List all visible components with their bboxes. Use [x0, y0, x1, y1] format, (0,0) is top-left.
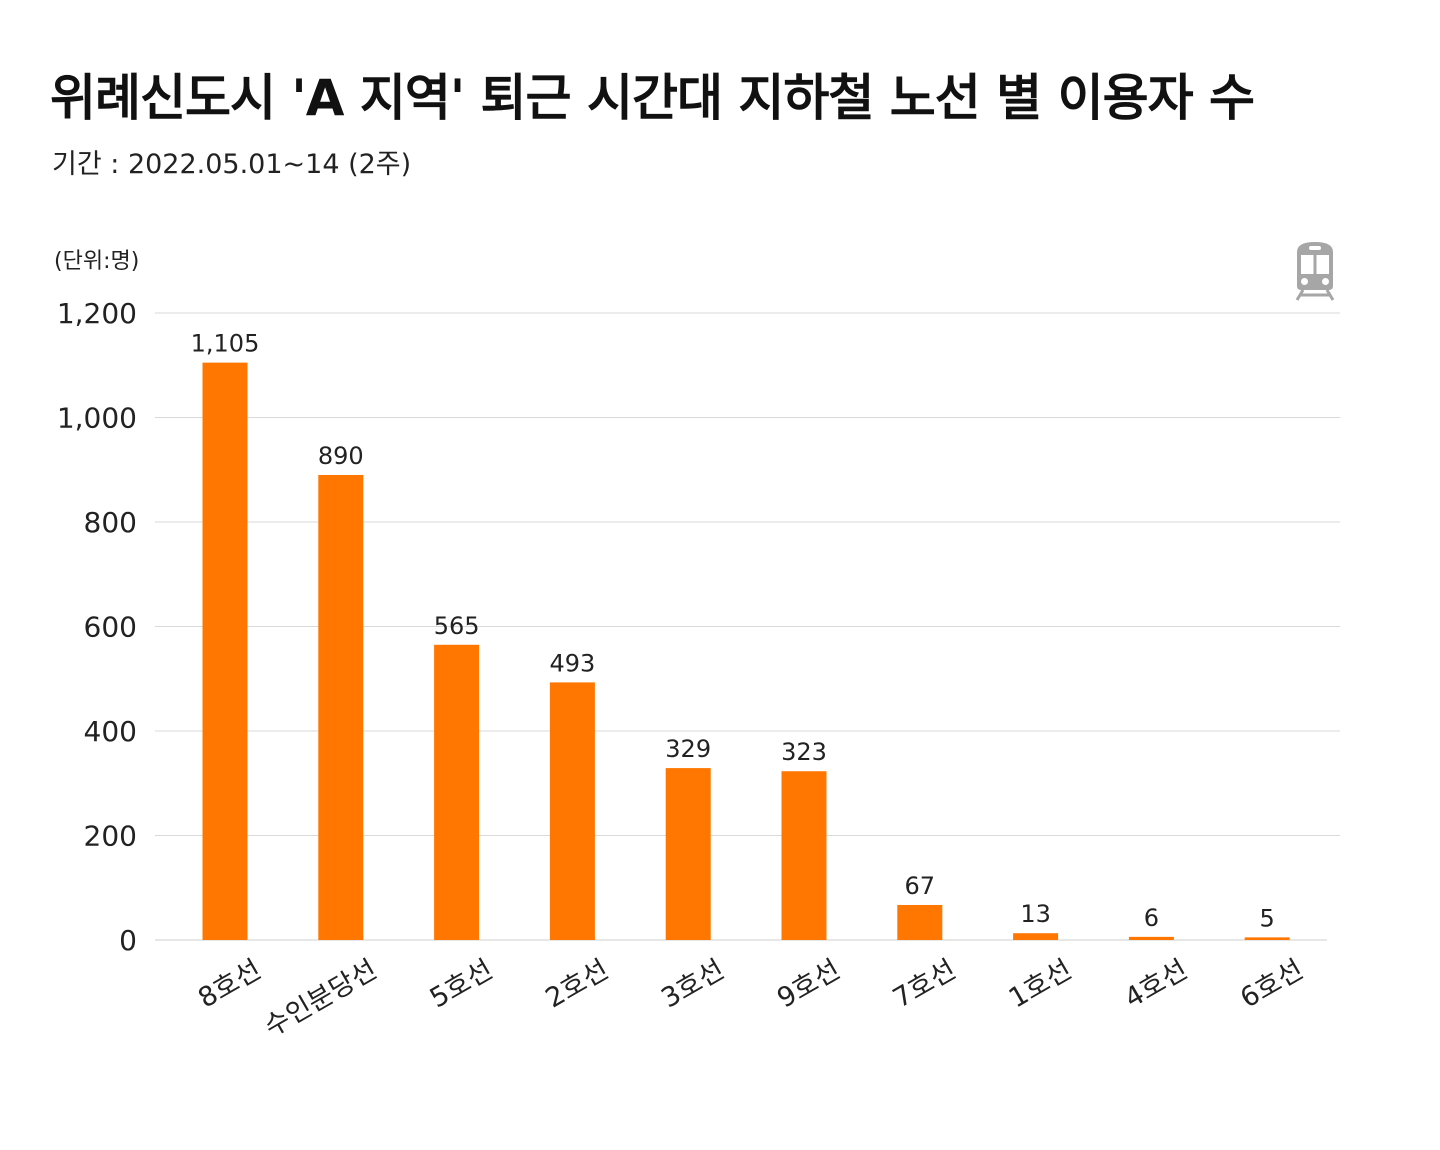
- bar: [434, 644, 480, 940]
- y-tick-label: 1,200: [57, 297, 137, 330]
- data-label: 323: [781, 738, 827, 766]
- bar: [665, 768, 711, 940]
- y-tick-label: 0: [119, 924, 137, 957]
- data-label: 13: [1020, 900, 1051, 928]
- data-label: 565: [434, 612, 480, 640]
- chart-subtitle: 기간 : 2022.05.01~14 (2주): [52, 149, 412, 180]
- x-tick-label: 9호선: [772, 954, 845, 1014]
- bar: [549, 682, 595, 940]
- bar: [1128, 936, 1174, 940]
- data-label: 5: [1260, 904, 1275, 932]
- y-tick-label: 1,000: [57, 402, 137, 435]
- x-tick-label: 5호선: [425, 954, 498, 1014]
- x-tick-label: 8호선: [193, 954, 266, 1014]
- bar: [1244, 937, 1290, 940]
- y-tick-label: 200: [84, 820, 137, 853]
- data-label: 67: [905, 872, 936, 900]
- bar: [1013, 933, 1059, 940]
- y-tick-label: 800: [84, 506, 137, 539]
- bar: [318, 474, 364, 940]
- x-tick-label: 4호선: [1119, 954, 1192, 1014]
- bars: [202, 362, 1290, 940]
- bar: [202, 362, 248, 940]
- y-tick-label: 600: [84, 611, 137, 644]
- x-tick-label: 3호선: [656, 954, 729, 1014]
- unit-label: (단위:명): [54, 249, 139, 274]
- x-tick-label: 1호선: [1004, 954, 1077, 1014]
- subway-train-icon: [1295, 242, 1335, 301]
- data-label: 6: [1144, 904, 1159, 932]
- x-tick-label: 6호선: [1235, 954, 1308, 1014]
- data-label: 329: [665, 735, 711, 763]
- data-label: 890: [318, 442, 364, 470]
- y-tick-label: 400: [84, 715, 137, 748]
- data-label: 1,105: [191, 330, 260, 358]
- y-axis: 0 200 400 600 800 1,000 1,200: [57, 297, 137, 957]
- x-tick-label: 수인분당선: [259, 954, 382, 1043]
- bar: [897, 904, 943, 940]
- bar: [781, 771, 827, 940]
- x-tick-label: 2호선: [540, 954, 613, 1014]
- chart-title: 위례신도시 'A 지역' 퇴근 시간대 지하철 노선 별 이용자 수: [50, 69, 1255, 127]
- data-label: 493: [549, 649, 595, 677]
- x-tick-label: 7호선: [888, 954, 961, 1014]
- data-labels: 1,105 890 565 493 329 323 67 13 6 5: [191, 330, 1275, 933]
